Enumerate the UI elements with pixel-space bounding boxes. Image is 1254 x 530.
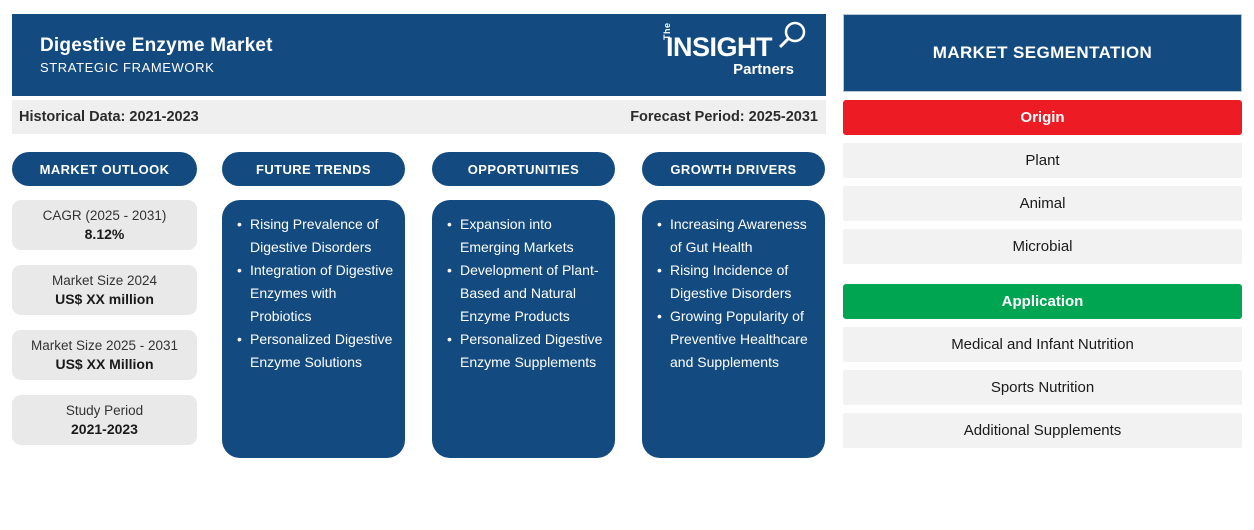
application-segment-header: Application — [843, 284, 1242, 319]
market-segmentation-title: MARKET SEGMENTATION — [843, 14, 1242, 92]
list-item: Personalized Digestive Enzyme Supplement… — [447, 328, 607, 374]
forecast-period-label: Forecast Period: 2025-2031 — [630, 109, 818, 125]
growth-drivers-list: Increasing Awareness of Gut Health Risin… — [657, 213, 817, 374]
market-size-2024-value: US$ XX million — [55, 291, 154, 307]
study-period-card: Study Period 2021-2023 — [12, 395, 197, 445]
list-item: Increasing Awareness of Gut Health — [657, 213, 817, 259]
origin-item-microbial: Microbial — [843, 229, 1242, 264]
list-item: Personalized Digestive Enzyme Solutions — [237, 328, 397, 374]
cagr-card-value: 8.12% — [84, 226, 125, 242]
magnifier-icon — [778, 21, 806, 49]
origin-item-plant: Plant — [843, 143, 1242, 178]
logo-insight-text: INSIGHT — [666, 32, 773, 62]
origin-segment-header: Origin — [843, 100, 1242, 135]
page-title: Digestive Enzyme Market — [40, 35, 273, 56]
market-size-forecast-card: Market Size 2025 - 2031 US$ XX Million — [12, 330, 197, 380]
list-item: Expansion into Emerging Markets — [447, 213, 607, 259]
historical-data-label: Historical Data: 2021-2023 — [19, 109, 199, 125]
market-size-forecast-title: Market Size 2025 - 2031 — [30, 338, 179, 353]
header-titles: Digestive Enzyme Market STRATEGIC FRAMEW… — [40, 35, 273, 75]
opportunities-column: OPPORTUNITIES Expansion into Emerging Ma… — [432, 152, 615, 458]
application-item-sports-nutrition: Sports Nutrition — [843, 370, 1242, 405]
future-trends-box: Rising Prevalence of Digestive Disorders… — [222, 200, 405, 458]
study-period-title: Study Period — [65, 403, 144, 418]
growth-drivers-box: Increasing Awareness of Gut Health Risin… — [642, 200, 825, 458]
study-period-value: 2021-2023 — [71, 421, 138, 437]
logo-partners-text: Partners — [733, 61, 794, 78]
application-item-medical-infant-nutrition: Medical and Infant Nutrition — [843, 327, 1242, 362]
growth-drivers-column: GROWTH DRIVERS Increasing Awareness of G… — [642, 152, 825, 458]
application-item-additional-supplements: Additional Supplements — [843, 413, 1242, 448]
opportunities-list: Expansion into Emerging Markets Developm… — [447, 213, 607, 374]
future-trends-pill: FUTURE TRENDS — [222, 152, 405, 186]
future-trends-column: FUTURE TRENDS Rising Prevalence of Diges… — [222, 152, 405, 458]
market-size-forecast-value: US$ XX Million — [55, 356, 154, 372]
opportunities-box: Expansion into Emerging Markets Developm… — [432, 200, 615, 458]
period-strip: Historical Data: 2021-2023 Forecast Peri… — [12, 100, 826, 134]
header-bar: Digestive Enzyme Market STRATEGIC FRAMEW… — [12, 14, 826, 96]
market-size-2024-title: Market Size 2024 — [51, 273, 158, 288]
list-item: Rising Incidence of Digestive Disorders — [657, 259, 817, 305]
insight-partners-logo: The INSIGHT Partners — [644, 21, 806, 86]
origin-item-animal: Animal — [843, 186, 1242, 221]
market-outlook-column: MARKET OUTLOOK CAGR (2025 - 2031) 8.12% … — [12, 152, 197, 445]
page-subtitle: STRATEGIC FRAMEWORK — [40, 60, 215, 75]
market-size-2024-card: Market Size 2024 US$ XX million — [12, 265, 197, 315]
list-item: Development of Plant-Based and Natural E… — [447, 259, 607, 328]
list-item: Rising Prevalence of Digestive Disorders — [237, 213, 397, 259]
market-segmentation-panel: MARKET SEGMENTATION Origin Plant Animal … — [843, 14, 1242, 456]
opportunities-pill: OPPORTUNITIES — [432, 152, 615, 186]
cagr-card: CAGR (2025 - 2031) 8.12% — [12, 200, 197, 250]
market-outlook-pill: MARKET OUTLOOK — [12, 152, 197, 186]
list-item: Integration of Digestive Enzymes with Pr… — [237, 259, 397, 328]
market-outlook-cards: CAGR (2025 - 2031) 8.12% Market Size 202… — [12, 200, 197, 445]
segment-spacer — [843, 272, 1242, 284]
list-item: Growing Popularity of Preventive Healthc… — [657, 305, 817, 374]
cagr-card-title: CAGR (2025 - 2031) — [42, 208, 167, 223]
growth-drivers-pill: GROWTH DRIVERS — [642, 152, 825, 186]
future-trends-list: Rising Prevalence of Digestive Disorders… — [237, 213, 397, 374]
